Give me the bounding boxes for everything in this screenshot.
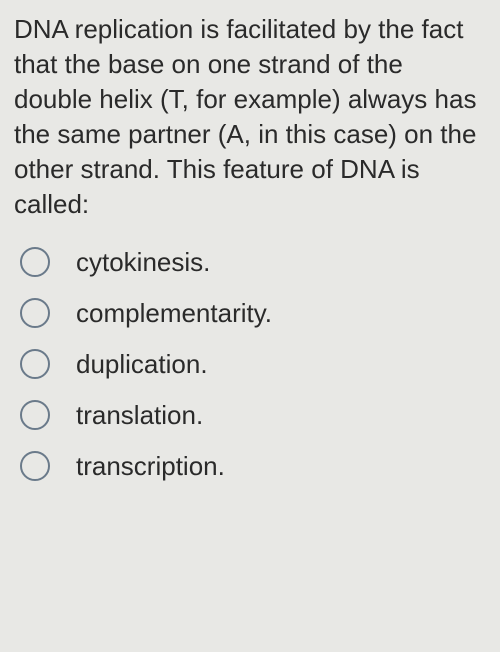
option-translation[interactable]: translation. — [14, 390, 482, 441]
option-transcription[interactable]: transcription. — [14, 441, 482, 492]
radio-icon — [20, 451, 50, 481]
question-text: DNA replication is facilitated by the fa… — [14, 12, 482, 223]
option-cytokinesis[interactable]: cytokinesis. — [14, 237, 482, 288]
option-label: transcription. — [76, 451, 225, 482]
radio-icon — [20, 298, 50, 328]
options-list: cytokinesis. complementarity. duplicatio… — [14, 237, 482, 492]
radio-icon — [20, 400, 50, 430]
option-label: complementarity. — [76, 298, 272, 329]
radio-icon — [20, 247, 50, 277]
radio-icon — [20, 349, 50, 379]
option-complementarity[interactable]: complementarity. — [14, 288, 482, 339]
option-label: duplication. — [76, 349, 208, 380]
option-label: translation. — [76, 400, 203, 431]
option-label: cytokinesis. — [76, 247, 210, 278]
option-duplication[interactable]: duplication. — [14, 339, 482, 390]
